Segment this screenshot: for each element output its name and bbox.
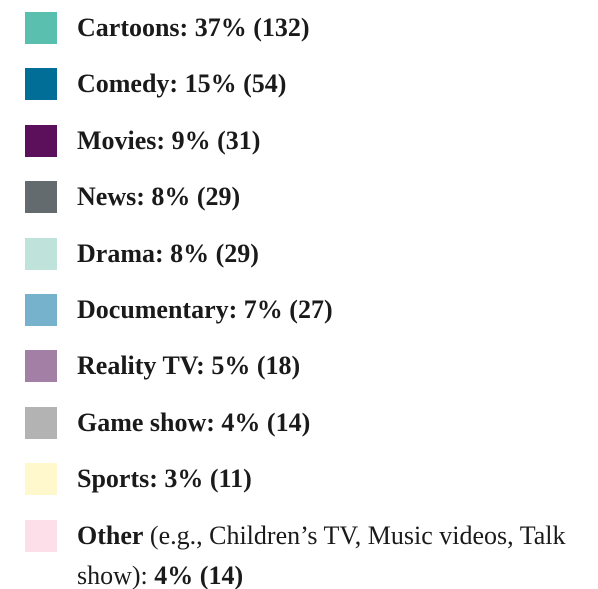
swatch xyxy=(25,12,57,44)
legend-label: Documentary: 7% (27) xyxy=(77,290,592,330)
swatch xyxy=(25,294,57,326)
label-text: Documentary: 7% (27) xyxy=(77,295,333,324)
swatch xyxy=(25,519,57,552)
label-text: Movies: 9% (31) xyxy=(77,125,261,155)
legend-label: Cartoons: 37% (132) xyxy=(77,8,592,48)
swatch xyxy=(25,350,57,383)
legend-label: Movies: 9% (31) xyxy=(77,121,592,161)
label-name: Other xyxy=(77,520,144,550)
label-text: Comedy: 15% (54) xyxy=(77,69,287,99)
legend-label: Reality TV: 5% (18) xyxy=(77,346,592,386)
legend-label: News: 8% (29) xyxy=(77,177,592,217)
legend-label: Game show: 4% (14) xyxy=(77,403,592,443)
swatch xyxy=(25,406,57,439)
label-value: 4% (14) xyxy=(154,560,244,589)
swatch xyxy=(25,237,57,270)
label-text: Reality TV: 5% (18) xyxy=(77,351,301,381)
swatch xyxy=(25,463,57,496)
label-text: Sports: 3% (11) xyxy=(77,464,252,494)
swatch xyxy=(25,68,57,101)
label-text: Game show: 4% (14) xyxy=(77,407,311,437)
label-text: Cartoons: 37% (132) xyxy=(77,13,310,42)
label-note: (e.g., Children’s TV, Music videos, Talk… xyxy=(77,520,566,589)
legend-label: Sports: 3% (11) xyxy=(77,459,592,499)
swatch xyxy=(25,181,57,214)
legend-label: Comedy: 15% (54) xyxy=(77,64,592,104)
legend-label: Drama: 8% (29) xyxy=(77,234,592,274)
label-text: Drama: 8% (29) xyxy=(77,238,259,268)
legend-label: Other (e.g., Children’s TV, Music videos… xyxy=(77,516,592,589)
label-text: News: 8% (29) xyxy=(77,182,241,212)
swatch xyxy=(25,124,57,157)
